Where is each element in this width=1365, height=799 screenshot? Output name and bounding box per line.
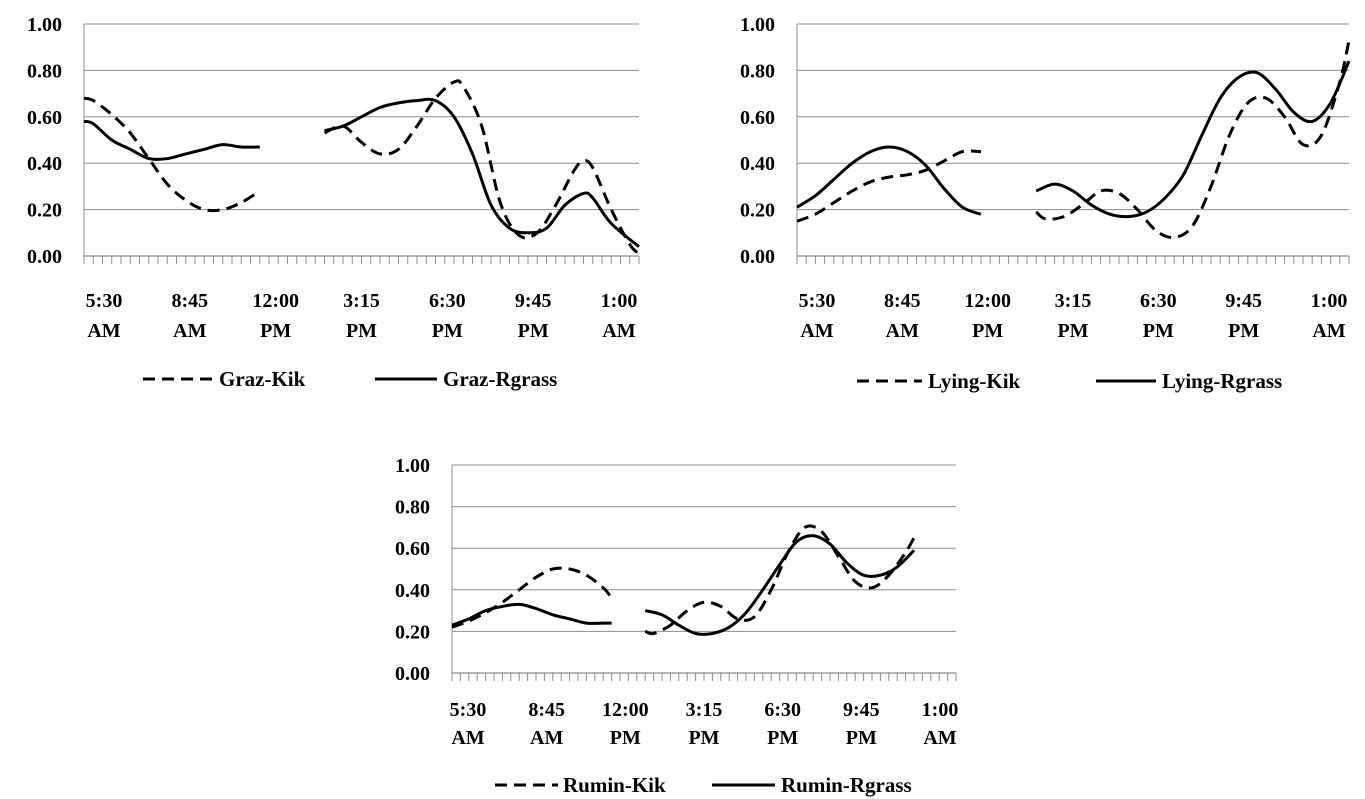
x-tick-label: 6:30 <box>1140 290 1177 312</box>
series-Lying-Rgrass <box>796 60 1351 219</box>
series-line <box>644 524 916 636</box>
x-tick-label-period: AM <box>1312 320 1345 342</box>
series-Graz-Rgrass <box>83 97 640 248</box>
y-tick-label: 0.40 <box>395 580 430 602</box>
series-line <box>324 97 640 248</box>
x-tick-label: 3:15 <box>343 290 380 312</box>
series-line <box>796 149 982 223</box>
x-tick-label-period: AM <box>923 727 956 749</box>
x-tick-label: 5:30 <box>86 290 123 312</box>
legend-label: Lying-Kik <box>928 369 1021 393</box>
x-tick-label: 8:45 <box>528 699 565 721</box>
x-tick-label-period: AM <box>173 320 206 342</box>
x-tick-label: 6:30 <box>429 290 466 312</box>
x-tick-label-period: PM <box>346 320 377 342</box>
y-tick-label: 0.40 <box>740 153 775 175</box>
y-tick-label: 0.60 <box>740 107 775 129</box>
series-line <box>83 96 261 213</box>
chart-ruminating: 0.00 0.20 0.40 0.60 0.80 1.00 5:30 AM 8:45 AM 12:0… <box>395 455 958 797</box>
series-line <box>796 145 982 216</box>
series-line <box>451 566 613 629</box>
x-tick-label: 12:00 <box>252 290 299 312</box>
x-tick-label-period: AM <box>451 727 484 749</box>
series-Lying-Kik <box>796 39 1351 240</box>
y-tick-label: 1.00 <box>740 14 775 36</box>
x-tick-label: 3:15 <box>686 699 723 721</box>
x-tick-label: 8:45 <box>171 290 208 312</box>
x-tick-label-period: PM <box>767 727 798 749</box>
x-tick-label-period: PM <box>518 320 549 342</box>
series-line <box>1035 39 1351 240</box>
x-tick-label-period: PM <box>1143 320 1174 342</box>
legend-label: Rumin-Kik <box>563 773 666 797</box>
x-tick-label-period: PM <box>972 320 1003 342</box>
x-tick-label-period: PM <box>432 320 463 342</box>
x-tick-label-period: PM <box>1228 320 1259 342</box>
x-tick-label: 6:30 <box>764 699 801 721</box>
legend-label: Lying-Rgrass <box>1162 369 1282 393</box>
x-tick-label: 12:00 <box>964 290 1011 312</box>
x-tick-label-period: AM <box>602 320 635 342</box>
chart-lying: 0.00 0.20 0.40 0.60 0.80 1.00 5:30 AM 8:45 AM 12:0… <box>740 14 1351 393</box>
y-tick-label: 0.80 <box>740 60 775 82</box>
y-tick-label: 0.60 <box>27 107 62 129</box>
x-tick-label-period: PM <box>610 727 641 749</box>
x-tick-label-period: AM <box>530 727 563 749</box>
x-tick-label-period: PM <box>846 727 877 749</box>
x-tick-label: 1:00 <box>922 699 959 721</box>
x-tick-label-period: AM <box>800 320 833 342</box>
x-tick-label-period: PM <box>260 320 291 342</box>
series-Graz-Kik <box>83 79 641 255</box>
y-tick-label: 0.80 <box>395 497 430 519</box>
y-tick-label: 0.00 <box>740 246 775 268</box>
x-tick-label: 8:45 <box>884 290 921 312</box>
y-tick-label: 0.00 <box>395 663 430 685</box>
y-tick-label: 1.00 <box>27 14 62 36</box>
y-tick-label: 0.20 <box>395 621 430 643</box>
x-tick-label: 12:00 <box>602 699 649 721</box>
series-line <box>323 79 641 255</box>
x-tick-label-period: AM <box>87 320 120 342</box>
series-line <box>451 602 612 627</box>
series-line <box>83 119 260 161</box>
legend-label: Graz-Kik <box>219 367 306 391</box>
y-tick-label: 0.60 <box>395 538 430 560</box>
y-tick-label: 0.40 <box>27 153 62 175</box>
x-tick-label: 1:00 <box>601 290 638 312</box>
y-tick-label: 1.00 <box>395 455 430 477</box>
series-line <box>644 534 916 636</box>
legend-label: Rumin-Rgrass <box>781 773 912 797</box>
series-Rumin-Rgrass <box>451 534 916 636</box>
legend-label: Graz-Rgrass <box>443 367 557 391</box>
x-tick-label: 5:30 <box>799 290 836 312</box>
x-tick-label: 9:45 <box>515 290 552 312</box>
x-tick-label-period: AM <box>886 320 919 342</box>
series-Rumin-Kik <box>451 524 916 636</box>
y-tick-label: 0.00 <box>27 246 62 268</box>
x-tick-label: 1:00 <box>1311 290 1348 312</box>
y-tick-label: 0.80 <box>27 60 62 82</box>
x-tick-label: 5:30 <box>450 699 487 721</box>
x-tick-label: 9:45 <box>843 699 880 721</box>
x-tick-label: 9:45 <box>1225 290 1262 312</box>
x-tick-label: 3:15 <box>1055 290 1092 312</box>
x-tick-label-period: PM <box>688 727 719 749</box>
y-tick-label: 0.20 <box>740 200 775 222</box>
series-line <box>1035 60 1351 219</box>
chart-grazing: 0.00 0.20 0.40 0.60 0.80 1.00 5:30 AM 8:45 AM 12:0… <box>27 14 641 391</box>
x-tick-label-period: PM <box>1057 320 1088 342</box>
y-tick-label: 0.20 <box>27 200 62 222</box>
